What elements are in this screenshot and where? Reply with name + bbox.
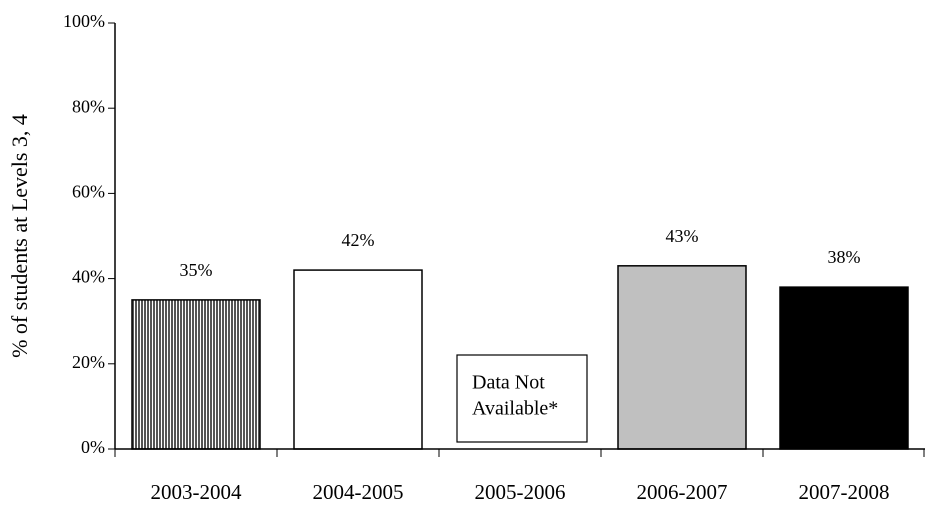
- x-tick-label: 2004-2005: [313, 480, 404, 504]
- value-label: 35%: [180, 260, 213, 280]
- y-tick-label: 80%: [72, 96, 105, 116]
- y-tick-label: 20%: [72, 352, 105, 372]
- x-tick-label: 2005-2006: [475, 480, 566, 504]
- bar: [779, 286, 909, 450]
- y-tick-label: 0%: [81, 437, 105, 457]
- annotation-text: Data Not: [472, 372, 545, 394]
- y-tick-label: 40%: [72, 267, 105, 287]
- value-label: 38%: [828, 247, 861, 267]
- bar: [293, 269, 423, 450]
- value-label: 42%: [342, 230, 375, 250]
- y-axis-label: % of students at Levels 3, 4: [7, 114, 32, 358]
- y-tick-label: 60%: [72, 182, 105, 202]
- value-label: 43%: [666, 226, 699, 246]
- x-tick-label: 2003-2004: [151, 480, 242, 504]
- x-tick-label: 2007-2008: [799, 480, 890, 504]
- bar: [617, 265, 747, 450]
- bar: [131, 299, 261, 450]
- y-tick-label: 100%: [63, 11, 105, 31]
- annotation-box: [456, 354, 588, 443]
- annotation-text: Available*: [472, 398, 558, 420]
- x-tick-label: 2006-2007: [637, 480, 728, 504]
